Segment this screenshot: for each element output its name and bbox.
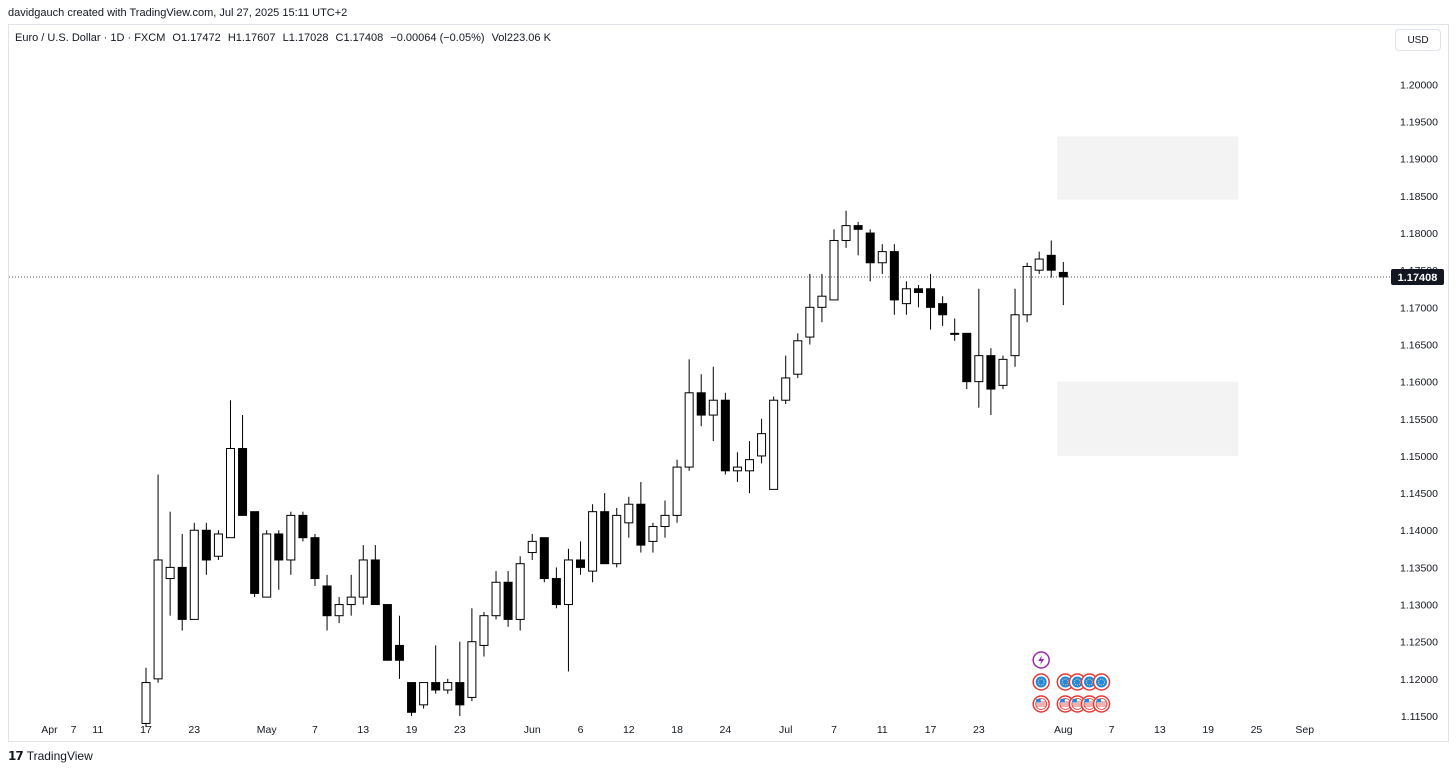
symbol-legend: Euro / U.S. Dollar · 1D · FXCM O1.17472 …: [15, 32, 555, 44]
currency-button[interactable]: USD: [1395, 29, 1441, 51]
legend-low: L1.17028: [282, 32, 329, 44]
legend-high: H1.17607: [227, 32, 276, 44]
legend-open: O1.17472: [172, 32, 221, 44]
footer-brand: TradingView: [26, 749, 93, 763]
legend-volume: Vol223.06 K: [491, 32, 551, 44]
chart-frame: [8, 24, 1449, 742]
tradingview-logo-icon: 𝟭𝟳: [8, 749, 24, 763]
legend-change: −0.00064 (−0.05%): [390, 32, 485, 44]
created-by-text: davidgauch created with TradingView.com,…: [8, 7, 348, 19]
legend-symbol[interactable]: Euro / U.S. Dollar · 1D · FXCM: [15, 32, 166, 44]
legend-close: C1.17408: [335, 32, 384, 44]
footer: 𝟭𝟳 TradingView: [8, 749, 93, 763]
